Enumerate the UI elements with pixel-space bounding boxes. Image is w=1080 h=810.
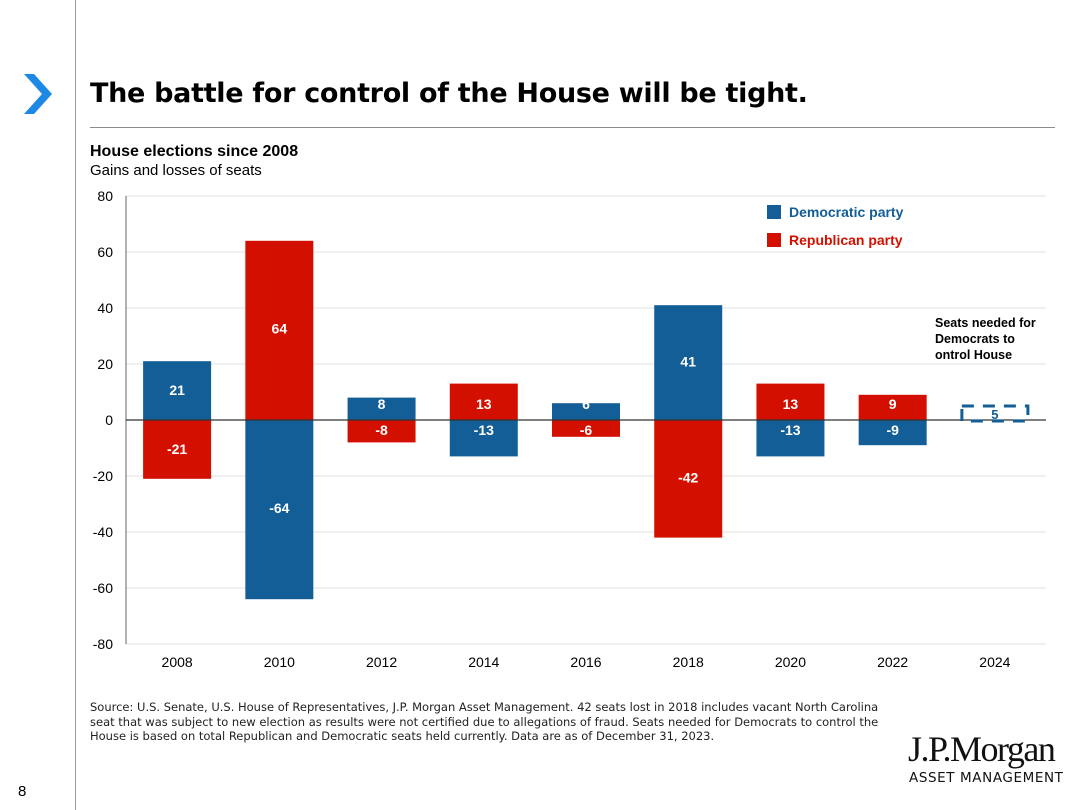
- x-tick-label: 2022: [877, 654, 908, 670]
- bar-republican-2012: [347, 420, 416, 443]
- x-tick-label: 2016: [570, 654, 601, 670]
- data-label: 13: [783, 396, 799, 412]
- bar-democratic-2014: [449, 420, 518, 457]
- x-tick-label: 2024: [979, 654, 1010, 670]
- bar-chart: 80 60 40 20 0 -20 -40 -60 -80 21 -64 8 -13 6 41 -13 -9 -2…: [93, 188, 1046, 670]
- bar-democratic-2010: [245, 420, 314, 600]
- legend-swatch-republican: [767, 233, 781, 247]
- y-tick-label: 40: [97, 300, 113, 316]
- page-number: 8: [18, 783, 27, 800]
- x-tick-label: 2008: [162, 654, 193, 670]
- legend-label: Democratic party: [789, 204, 904, 220]
- data-label: -42: [678, 470, 698, 486]
- x-tick-label: 2012: [366, 654, 397, 670]
- data-label: 6: [582, 396, 590, 412]
- data-label: 41: [680, 353, 696, 369]
- bar-republican-2018: [654, 420, 723, 538]
- chart-subtitle: Gains and losses of seats: [90, 162, 262, 179]
- bar-republican-2010: [245, 240, 314, 420]
- data-label: 21: [169, 382, 185, 398]
- bar-democratic-2012: [347, 397, 416, 420]
- y-tick-label: -20: [93, 468, 113, 484]
- data-label: -64: [269, 500, 289, 516]
- y-tick-label: -60: [93, 580, 113, 596]
- annotation-text: Seats needed for: [935, 316, 1036, 330]
- y-tick-label: -80: [93, 636, 113, 652]
- bar-republican-2008: [143, 420, 212, 479]
- x-tick-label: 2010: [264, 654, 295, 670]
- left-margin-rule: [75, 0, 76, 810]
- projection-label: 5: [991, 407, 998, 422]
- legend-label: Republican party: [789, 232, 903, 248]
- y-tick-label: 60: [97, 244, 113, 260]
- data-label: -6: [580, 422, 593, 438]
- data-label: 13: [476, 396, 492, 412]
- annotation-text: ontrol House: [935, 348, 1012, 362]
- x-tick-label: 2018: [673, 654, 704, 670]
- data-label: 8: [378, 396, 386, 412]
- bar-republican-2020: [756, 383, 825, 420]
- data-label: -21: [167, 441, 187, 457]
- y-tick-label: 80: [97, 188, 113, 204]
- bar-republican-2014: [449, 383, 518, 420]
- data-label: -9: [886, 422, 899, 438]
- jpmorgan-logo: J.P.Morgan: [908, 729, 1056, 769]
- chart-title: House elections since 2008: [90, 143, 299, 160]
- bar-democratic-2020: [756, 420, 825, 457]
- bar-democratic-2008: [143, 361, 212, 420]
- data-label: 64: [272, 321, 288, 337]
- annotation-text: Democrats to: [935, 332, 1015, 346]
- bar-democratic-2016: [552, 403, 620, 420]
- data-label: -8: [375, 422, 388, 438]
- source-note: Source: U.S. Senate, U.S. House of Repre…: [90, 700, 879, 743]
- x-tick-label: 2014: [468, 654, 499, 670]
- bar-democratic-2018: [654, 305, 723, 420]
- projection-bar-2024: [960, 404, 1030, 423]
- y-tick-label: 0: [105, 412, 113, 428]
- y-tick-label: -40: [93, 524, 113, 540]
- legend-swatch-democratic: [767, 205, 781, 219]
- data-label: -13: [474, 422, 494, 438]
- bar-republican-2016: [552, 420, 620, 437]
- logo-subtitle: ASSET MANAGEMENT: [909, 770, 1064, 786]
- data-label: 9: [889, 396, 897, 412]
- title-divider: [90, 127, 1055, 128]
- data-label: -13: [780, 422, 800, 438]
- x-tick-label: 2020: [775, 654, 806, 670]
- chevron-right-icon: [24, 74, 52, 114]
- y-tick-label: 20: [97, 356, 113, 372]
- bar-democratic-2022: [858, 420, 927, 446]
- bar-republican-2022: [858, 394, 927, 420]
- page-title: The battle for control of the House will…: [90, 78, 808, 109]
